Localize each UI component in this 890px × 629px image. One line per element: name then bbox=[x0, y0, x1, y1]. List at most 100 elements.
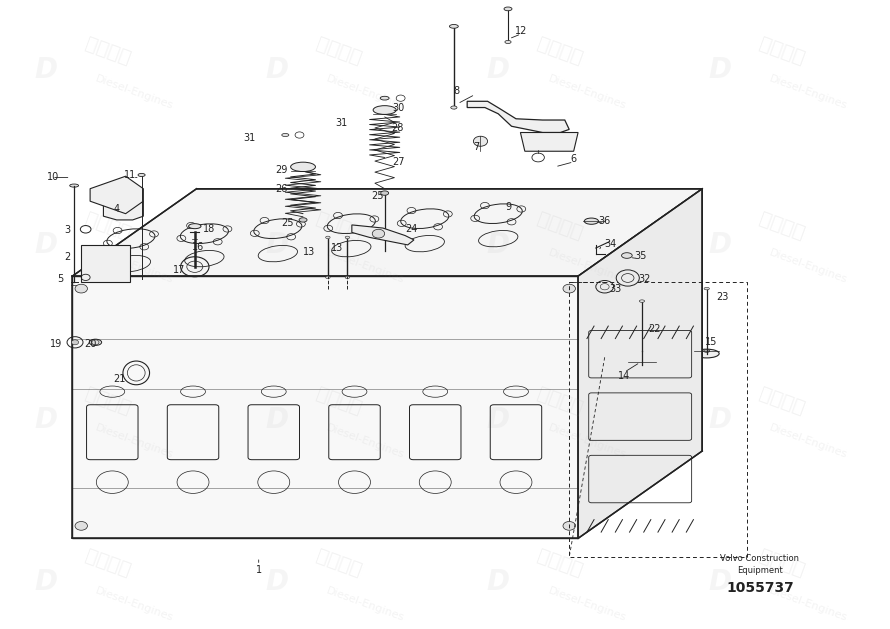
Text: Diesel-Engines: Diesel-Engines bbox=[325, 423, 406, 460]
Text: 紫发动力: 紫发动力 bbox=[535, 209, 586, 243]
Ellipse shape bbox=[189, 224, 201, 229]
Ellipse shape bbox=[627, 360, 656, 369]
Text: D: D bbox=[265, 231, 288, 259]
Text: Diesel-Engines: Diesel-Engines bbox=[546, 248, 627, 286]
Text: 29: 29 bbox=[276, 165, 288, 175]
Circle shape bbox=[75, 284, 87, 293]
Text: 15: 15 bbox=[705, 337, 717, 347]
Text: Equipment: Equipment bbox=[737, 566, 783, 576]
Ellipse shape bbox=[704, 350, 710, 352]
Text: 13: 13 bbox=[330, 243, 343, 253]
Ellipse shape bbox=[694, 349, 719, 358]
Text: 紫发动力: 紫发动力 bbox=[535, 35, 586, 69]
Text: 31: 31 bbox=[244, 133, 256, 143]
Polygon shape bbox=[578, 189, 702, 538]
Text: 紫发动力: 紫发动力 bbox=[313, 547, 364, 581]
Text: Diesel-Engines: Diesel-Engines bbox=[546, 585, 627, 623]
Text: 16: 16 bbox=[192, 242, 205, 252]
Text: 34: 34 bbox=[604, 238, 616, 248]
Text: D: D bbox=[487, 568, 510, 596]
Text: 6: 6 bbox=[570, 153, 577, 164]
Ellipse shape bbox=[381, 191, 389, 195]
Text: D: D bbox=[265, 56, 288, 84]
Ellipse shape bbox=[504, 7, 512, 11]
Text: 1055737: 1055737 bbox=[726, 581, 794, 595]
Text: Diesel-Engines: Diesel-Engines bbox=[768, 248, 849, 286]
Text: Diesel-Engines: Diesel-Engines bbox=[94, 248, 175, 286]
Text: 紫发动力: 紫发动力 bbox=[313, 384, 364, 418]
Text: D: D bbox=[708, 56, 732, 84]
Text: 20: 20 bbox=[84, 338, 96, 348]
Text: 26: 26 bbox=[276, 184, 288, 194]
Polygon shape bbox=[467, 101, 570, 133]
PathPatch shape bbox=[90, 176, 143, 214]
Text: 紫发动力: 紫发动力 bbox=[756, 384, 807, 418]
Ellipse shape bbox=[326, 276, 330, 279]
Text: D: D bbox=[708, 231, 732, 259]
Circle shape bbox=[473, 136, 488, 147]
Circle shape bbox=[71, 340, 78, 345]
Ellipse shape bbox=[621, 253, 632, 259]
Text: 紫发动力: 紫发动力 bbox=[535, 384, 586, 418]
Ellipse shape bbox=[380, 96, 389, 100]
Ellipse shape bbox=[450, 106, 457, 109]
Circle shape bbox=[75, 521, 87, 530]
Polygon shape bbox=[72, 276, 579, 538]
Text: 14: 14 bbox=[618, 371, 630, 381]
Circle shape bbox=[616, 270, 639, 286]
Text: 30: 30 bbox=[392, 103, 405, 113]
Text: D: D bbox=[265, 568, 288, 596]
Text: Diesel-Engines: Diesel-Engines bbox=[768, 423, 849, 460]
Text: 25: 25 bbox=[371, 191, 384, 201]
Text: 紫发动力: 紫发动力 bbox=[83, 547, 134, 581]
Text: 32: 32 bbox=[638, 274, 651, 284]
Text: 紫发动力: 紫发动力 bbox=[756, 547, 807, 581]
Ellipse shape bbox=[291, 162, 315, 172]
Text: Diesel-Engines: Diesel-Engines bbox=[94, 585, 175, 623]
Polygon shape bbox=[352, 225, 414, 245]
Text: 22: 22 bbox=[648, 323, 660, 333]
Text: 36: 36 bbox=[599, 216, 611, 226]
Text: Diesel-Engines: Diesel-Engines bbox=[768, 73, 849, 111]
Text: 13: 13 bbox=[303, 247, 315, 257]
Text: Diesel-Engines: Diesel-Engines bbox=[94, 73, 175, 111]
Polygon shape bbox=[81, 245, 130, 282]
Text: 紫发动力: 紫发动力 bbox=[83, 35, 134, 69]
Text: 紫发动力: 紫发动力 bbox=[83, 209, 134, 243]
Ellipse shape bbox=[585, 218, 598, 225]
Text: D: D bbox=[487, 231, 510, 259]
Text: 17: 17 bbox=[173, 265, 185, 275]
Text: 27: 27 bbox=[392, 157, 405, 167]
Text: 紫发动力: 紫发动力 bbox=[313, 35, 364, 69]
Ellipse shape bbox=[704, 287, 709, 290]
Text: Diesel-Engines: Diesel-Engines bbox=[94, 423, 175, 460]
Text: 35: 35 bbox=[634, 250, 646, 260]
Text: 3: 3 bbox=[64, 225, 70, 235]
Text: 8: 8 bbox=[454, 86, 459, 96]
Text: 紫发动力: 紫发动力 bbox=[313, 209, 364, 243]
Text: 11: 11 bbox=[124, 170, 136, 180]
Text: 5: 5 bbox=[57, 274, 63, 284]
Text: D: D bbox=[708, 568, 732, 596]
Ellipse shape bbox=[505, 40, 511, 43]
Text: 9: 9 bbox=[506, 203, 512, 213]
Text: 21: 21 bbox=[113, 374, 125, 384]
Text: 33: 33 bbox=[610, 284, 621, 294]
Text: 19: 19 bbox=[50, 338, 62, 348]
Text: Volvo Construction: Volvo Construction bbox=[721, 554, 799, 563]
Ellipse shape bbox=[282, 133, 289, 136]
Ellipse shape bbox=[299, 218, 307, 222]
Text: 23: 23 bbox=[716, 292, 729, 303]
Polygon shape bbox=[72, 189, 702, 276]
Circle shape bbox=[372, 230, 384, 238]
Ellipse shape bbox=[326, 236, 330, 238]
Text: 24: 24 bbox=[405, 224, 417, 233]
Ellipse shape bbox=[69, 184, 78, 187]
Text: D: D bbox=[708, 406, 732, 434]
Text: 紫发动力: 紫发动力 bbox=[535, 547, 586, 581]
Text: 紫发动力: 紫发动力 bbox=[756, 35, 807, 69]
Ellipse shape bbox=[639, 350, 645, 352]
Text: D: D bbox=[34, 568, 57, 596]
Text: D: D bbox=[487, 406, 510, 434]
Ellipse shape bbox=[138, 174, 145, 177]
